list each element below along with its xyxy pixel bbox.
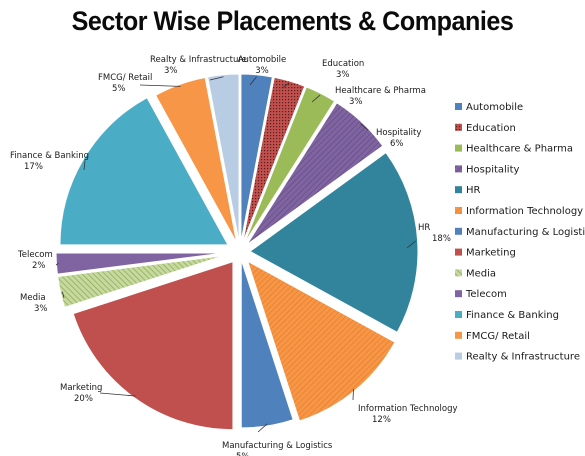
data-label-value-realty-infrastructure: 3% [164, 66, 178, 76]
data-label-name-telecom: Telecom [17, 250, 53, 260]
legend-swatch-education [455, 123, 462, 131]
slice-realty-infrastructure [206, 73, 240, 243]
legend-label-automobile: Automobile [466, 102, 523, 113]
leader-line-realty-infrastructure [209, 76, 224, 81]
legend-label-healthcare-pharma: Healthcare & Pharma [466, 144, 573, 155]
legend-label-hr: HR [466, 185, 481, 196]
data-label-name-media: Media [20, 293, 46, 303]
data-label-value-education: 3% [336, 70, 350, 80]
data-label-name-finance-banking: Finance & Banking [10, 151, 89, 161]
data-label-name-marketing: Marketing [60, 383, 102, 393]
data-label-name-fmcg-retail: FMCG/ Retail [98, 73, 152, 83]
leader-line-marketing [99, 392, 136, 397]
leader-line-manufacturing-logistics [257, 423, 268, 433]
leader-line-hr [406, 240, 416, 249]
data-label-name-hospitality: Hospitality [376, 128, 421, 138]
data-label-value-finance-banking: 17% [24, 162, 43, 172]
legend-label-finance-banking: Finance & Banking [466, 310, 559, 321]
data-label-name-automobile: Automobile [238, 55, 287, 65]
legend-label-fmcg-retail: FMCG/ Retail [466, 331, 530, 342]
legend-swatch-telecom [455, 290, 462, 298]
chart-legend: Automobile Education Healthcare & Pharma Ho… [455, 102, 585, 363]
legend-swatch-media [455, 269, 462, 277]
legend-label-manufacturing-logistics: Manufacturing & Logistics [466, 227, 585, 238]
data-label-value-automobile: 3% [255, 66, 269, 76]
legend-swatch-manufacturing-logistics [455, 227, 462, 235]
legend-label-hospitality: Hospitality [466, 164, 520, 175]
slice-education [242, 76, 306, 243]
slice-hospitality [246, 102, 384, 246]
slice-marketing [72, 261, 234, 431]
data-label-value-marketing: 20% [74, 394, 93, 404]
leader-line-automobile [249, 76, 257, 86]
data-label-value-media: 3% [34, 304, 48, 314]
data-label-value-hr: 18% [432, 234, 451, 244]
data-label-value-telecom: 2% [32, 261, 46, 271]
slice-healthcare-pharma [244, 86, 336, 244]
data-label-value-hospitality: 6% [390, 139, 404, 149]
legend-swatch-automobile [455, 103, 462, 110]
legend-label-media: Media [466, 268, 496, 279]
legend-label-education: Education [466, 123, 516, 134]
data-label-name-education: Education [322, 59, 364, 69]
leader-line-healthcare-pharma [311, 94, 321, 103]
legend-swatch-hospitality [455, 165, 462, 173]
slice-fmcg-retail [154, 76, 238, 243]
data-label-name-healthcare-pharma: Healthcare & Pharma [335, 86, 426, 96]
data-label-value-healthcare-pharma: 3% [349, 97, 363, 107]
data-label-value-information-technology: 12% [372, 415, 391, 425]
legend-swatch-hr [455, 186, 462, 194]
leader-line-media [61, 291, 65, 299]
legend-swatch-healthcare-pharma [455, 144, 462, 152]
data-label-value-fmcg-retail: 5% [112, 84, 126, 94]
legend-swatch-information-technology [455, 207, 462, 214]
data-label-value-manufacturing-logistics: 5% [236, 452, 250, 456]
slice-manufacturing-logistics [240, 259, 294, 429]
legend-swatch-marketing [455, 248, 462, 256]
legend-label-telecom: Telecom [465, 289, 507, 300]
legend-label-marketing: Marketing [466, 248, 516, 259]
slice-telecom [55, 252, 225, 275]
slice-finance-banking [59, 96, 229, 246]
leader-line-telecom [55, 263, 59, 266]
leader-line-education [281, 82, 290, 89]
data-label-name-hr: HR [418, 223, 430, 233]
leader-line-hospitality [360, 123, 369, 131]
data-label-name-realty-infrastructure: Realty & Infrastructure [150, 55, 247, 65]
legend-label-information-technology: Information Technology [466, 206, 583, 217]
legend-label-realty-infrastructure: Realty & Infrastructure [466, 352, 580, 363]
chart-title: Sector Wise Placements & Companies [71, 6, 514, 36]
legend-swatch-realty-infrastructure [455, 352, 462, 360]
leader-line-finance-banking [83, 160, 86, 171]
leader-line-fmcg-retail [139, 84, 181, 87]
legend-swatch-fmcg-retail [455, 331, 462, 339]
data-label-name-manufacturing-logistics: Manufacturing & Logistics [222, 441, 333, 451]
slice-automobile [240, 73, 274, 243]
slice-hr [249, 151, 419, 333]
slice-information-technology [246, 260, 396, 422]
legend-swatch-finance-banking [455, 311, 462, 318]
data-label-name-information-technology: Information Technology [358, 404, 458, 414]
slice-media [57, 254, 225, 309]
